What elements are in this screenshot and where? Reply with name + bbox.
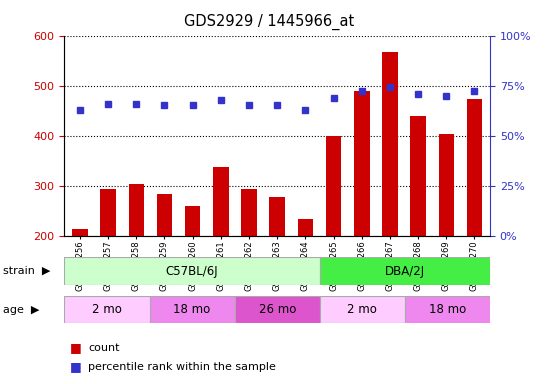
Text: percentile rank within the sample: percentile rank within the sample xyxy=(88,362,276,372)
Bar xyxy=(320,257,490,285)
Bar xyxy=(438,134,454,336)
Bar xyxy=(326,136,342,336)
Bar xyxy=(466,99,482,336)
Text: age  ▶: age ▶ xyxy=(3,305,39,314)
Bar xyxy=(297,219,313,336)
Bar xyxy=(269,197,285,336)
Bar xyxy=(213,167,228,336)
Text: C57BL/6J: C57BL/6J xyxy=(166,265,218,278)
Text: count: count xyxy=(88,343,120,353)
Bar xyxy=(100,189,116,336)
Bar xyxy=(185,206,200,336)
Text: DBA/2J: DBA/2J xyxy=(385,265,425,278)
Text: 2 mo: 2 mo xyxy=(347,303,377,316)
Text: ■: ■ xyxy=(70,360,82,373)
Bar xyxy=(157,194,172,336)
Text: strain  ▶: strain ▶ xyxy=(3,266,50,276)
Bar xyxy=(64,296,150,323)
Text: 2 mo: 2 mo xyxy=(92,303,122,316)
Text: 26 mo: 26 mo xyxy=(259,303,296,316)
Bar xyxy=(64,257,320,285)
Bar xyxy=(235,296,320,323)
Bar xyxy=(129,184,144,336)
Bar xyxy=(405,296,490,323)
Bar xyxy=(72,229,88,336)
Text: 18 mo: 18 mo xyxy=(429,303,466,316)
Bar xyxy=(320,296,405,323)
Text: 18 mo: 18 mo xyxy=(174,303,211,316)
Bar xyxy=(354,91,370,336)
Bar xyxy=(150,296,235,323)
Bar xyxy=(410,116,426,336)
Bar xyxy=(241,189,257,336)
Text: GDS2929 / 1445966_at: GDS2929 / 1445966_at xyxy=(184,13,354,30)
Text: ■: ■ xyxy=(70,341,82,354)
Bar xyxy=(382,53,398,336)
